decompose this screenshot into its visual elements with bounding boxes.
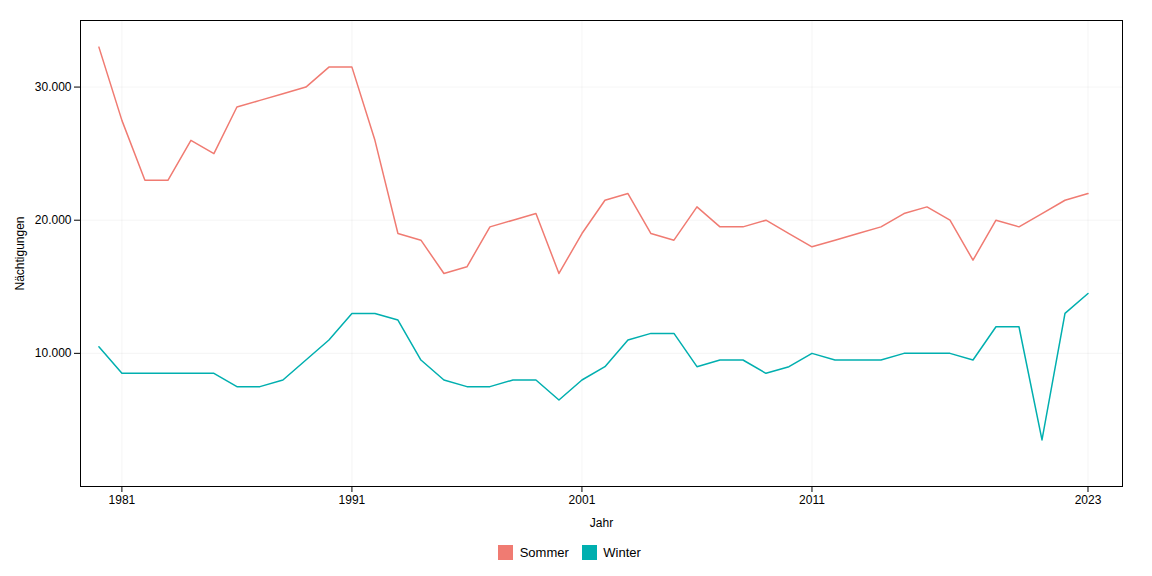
svg-text:1991: 1991 [339,493,366,507]
html-text:Sommer: Sommer [519,545,569,560]
svg-text:1981: 1981 [109,493,136,507]
svg-text:2023: 2023 [1075,493,1102,507]
svg-text:2001: 2001 [569,493,596,507]
svg-text:Nächtigungen: Nächtigungen [13,216,27,290]
svg-text:20.000: 20.000 [35,213,72,227]
svg-text:2011: 2011 [799,493,825,507]
svg-text:10.000: 10.000 [35,346,72,360]
svg-text:Jahr: Jahr [590,516,613,530]
svg-text:30.000: 30.000 [35,80,72,94]
html-text:Winter: Winter [603,545,641,560]
